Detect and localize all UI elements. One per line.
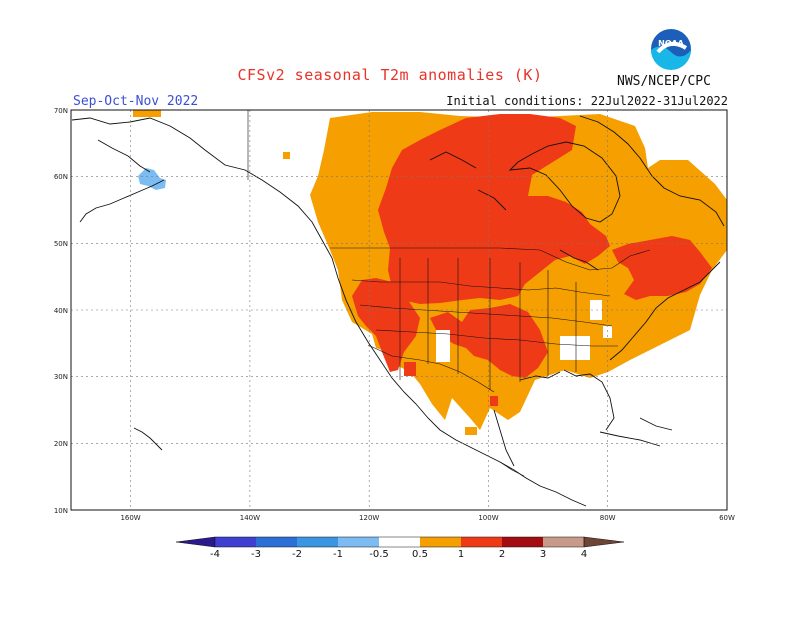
colorbar-segment <box>379 537 420 547</box>
region-western-alaska-cool <box>138 168 166 190</box>
lon-label: 60W <box>719 514 735 522</box>
coastlines <box>71 115 725 507</box>
colorbar-label: 4 <box>581 549 587 560</box>
lon-label: 160W <box>120 514 140 522</box>
colorbar-label: 0.5 <box>412 549 428 560</box>
noaa-logo-icon: NOAA <box>651 29 691 70</box>
lat-label: 60N <box>54 173 68 181</box>
lat-label: 10N <box>54 507 68 515</box>
colorbar-segment <box>420 537 461 547</box>
colorbar-label: -2 <box>292 549 302 560</box>
graticule <box>71 110 727 510</box>
lat-label: 40N <box>54 307 68 315</box>
lat-label: 70N <box>54 107 68 115</box>
colorbar-segment <box>338 537 379 547</box>
lat-label: 30N <box>54 373 68 381</box>
lon-label: 80W <box>600 514 616 522</box>
lat-label: 50N <box>54 240 68 248</box>
lat-label: 20N <box>54 440 68 448</box>
lon-label: 100W <box>478 514 498 522</box>
colorbar-max-arrow <box>583 536 625 548</box>
colorbar-label: -0.5 <box>369 549 389 560</box>
lon-label: 140W <box>240 514 260 522</box>
colorbar-segment <box>297 537 338 547</box>
colorbar: -4 -3 -2 -1 -0.5 0.5 1 2 3 4 <box>175 536 625 560</box>
chart-title: CFSv2 seasonal T2m anomalies (K) <box>237 66 543 84</box>
colorbar-segment <box>256 537 297 547</box>
region-northeast-us-maritimes <box>612 236 712 300</box>
colorbar-segment <box>215 537 256 547</box>
agency-label: NWS/NCEP/CPC <box>617 74 711 89</box>
colorbar-segment <box>543 537 584 547</box>
colorbar-label: -4 <box>210 549 220 560</box>
colorbar-label: -1 <box>333 549 343 560</box>
colorbar-label: 1 <box>458 549 464 560</box>
season-label: Sep-Oct-Nov 2022 <box>73 94 199 109</box>
latitude-labels: 70N 60N 50N 40N 30N 20N 10N <box>54 107 68 515</box>
colorbar-label: 3 <box>540 549 546 560</box>
initial-conditions-label: Initial conditions: 22Jul2022-31Jul2022 <box>446 94 728 108</box>
colorbar-label: -3 <box>251 549 261 560</box>
map-frame <box>70 109 728 511</box>
colorbar-segment <box>461 537 502 547</box>
region-south-central-us <box>430 304 548 378</box>
colorbar-label: 2 <box>499 549 505 560</box>
longitude-labels: 160W 140W 120W 100W 80W 60W <box>120 514 735 522</box>
lon-label: 120W <box>359 514 379 522</box>
political-borders <box>247 110 651 477</box>
colorbar-min-arrow <box>175 536 216 548</box>
logo-text: NOAA <box>658 39 684 48</box>
colorbar-segment <box>502 537 543 547</box>
region-central-canada-core <box>378 114 610 304</box>
